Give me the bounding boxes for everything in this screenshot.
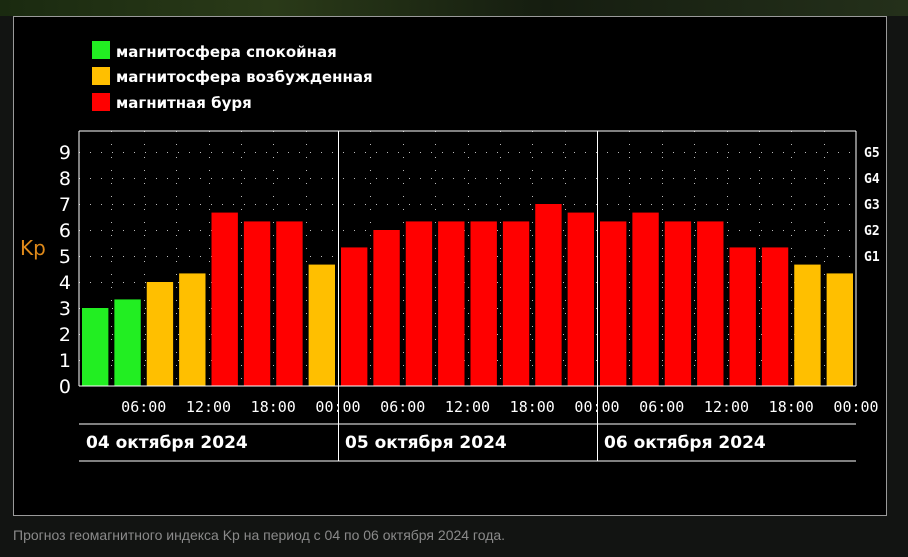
y-tick-label: 3 — [59, 298, 71, 320]
bar — [308, 264, 335, 386]
g-scale-label: G1 — [864, 250, 880, 265]
chart-caption: Прогноз геомагнитного индекса Kp на пери… — [13, 527, 506, 543]
g-scale-label: G3 — [864, 198, 880, 213]
chart-panel: магнитосфера спокойная магнитосфера возб… — [13, 16, 887, 516]
y-tick-label: 5 — [59, 246, 71, 268]
x-tick-label: 06:00 — [121, 398, 166, 416]
y-tick-labels: 0 1 2 3 4 5 6 7 8 9 — [59, 142, 71, 398]
g-scale-label: G2 — [864, 224, 880, 239]
bar — [794, 264, 821, 386]
x-tick-label: 06:00 — [380, 398, 425, 416]
bar — [179, 273, 206, 386]
legend-swatch-storm — [92, 93, 110, 111]
kp-forecast-chart: магнитосфера спокойная магнитосфера возб… — [20, 41, 880, 462]
x-tick-label: 00:00 — [574, 398, 619, 416]
bar — [567, 212, 594, 386]
date-label: 05 октября 2024 — [345, 433, 507, 453]
legend-swatch-quiet — [92, 41, 110, 59]
y-tick-label: 9 — [59, 142, 71, 164]
y-tick-label: 4 — [59, 272, 71, 294]
bars — [82, 204, 853, 386]
bar — [697, 221, 724, 386]
bar — [535, 204, 562, 386]
x-tick-label: 18:00 — [251, 398, 296, 416]
bar — [826, 273, 853, 386]
bar — [341, 247, 368, 386]
x-tick-label: 12:00 — [186, 398, 231, 416]
y-tick-label: 6 — [59, 220, 71, 242]
bar — [82, 308, 109, 386]
x-tick-label: 12:00 — [704, 398, 749, 416]
x-tick-label: 00:00 — [833, 398, 878, 416]
bar — [146, 282, 174, 386]
y-tick-label: 7 — [59, 194, 71, 216]
legend-label-storm: магнитная буря — [116, 94, 252, 112]
bar — [502, 221, 530, 386]
legend-swatch-active — [92, 67, 110, 85]
x-tick-labels: 06:00 12:00 18:00 00:00 06:00 12:00 18:00 00:00… — [121, 398, 878, 416]
bar — [243, 221, 271, 386]
page-header-strip — [0, 0, 908, 16]
date-label: 04 октября 2024 — [86, 433, 248, 453]
date-labels: 04 октября 2024 05 октября 2024 06 октября… — [86, 433, 766, 453]
y-tick-label: 8 — [59, 168, 71, 190]
bar — [114, 299, 141, 386]
legend-label-active: магнитосфера возбужденная — [116, 68, 373, 86]
legend: магнитосфера спокойная магнитосфера возб… — [92, 41, 373, 112]
bar — [470, 221, 497, 386]
bar — [211, 212, 238, 386]
y-tick-label: 2 — [59, 324, 71, 346]
y-axis-label: Kp — [20, 236, 46, 260]
axes — [78, 130, 857, 462]
bar — [438, 221, 465, 386]
bar — [600, 221, 627, 386]
y-tick-label: 0 — [59, 376, 71, 398]
bar — [632, 212, 659, 386]
bar — [373, 230, 400, 386]
x-tick-label: 00:00 — [315, 398, 360, 416]
y-tick-label: 1 — [59, 350, 71, 372]
legend-label-quiet: магнитосфера спокойная — [116, 43, 337, 61]
date-label: 06 октября 2024 — [604, 433, 766, 453]
bar — [729, 247, 756, 386]
bar — [276, 221, 303, 386]
bar — [761, 247, 789, 386]
g-scale-label: G4 — [864, 172, 880, 187]
x-tick-label: 12:00 — [445, 398, 490, 416]
bar — [664, 221, 692, 386]
g-scale-labels: G1 G2 G3 G4 G5 — [864, 146, 880, 265]
g-scale-label: G5 — [864, 146, 880, 161]
x-tick-label: 18:00 — [510, 398, 555, 416]
x-tick-label: 06:00 — [639, 398, 684, 416]
bar — [405, 221, 433, 386]
x-tick-label: 18:00 — [769, 398, 814, 416]
